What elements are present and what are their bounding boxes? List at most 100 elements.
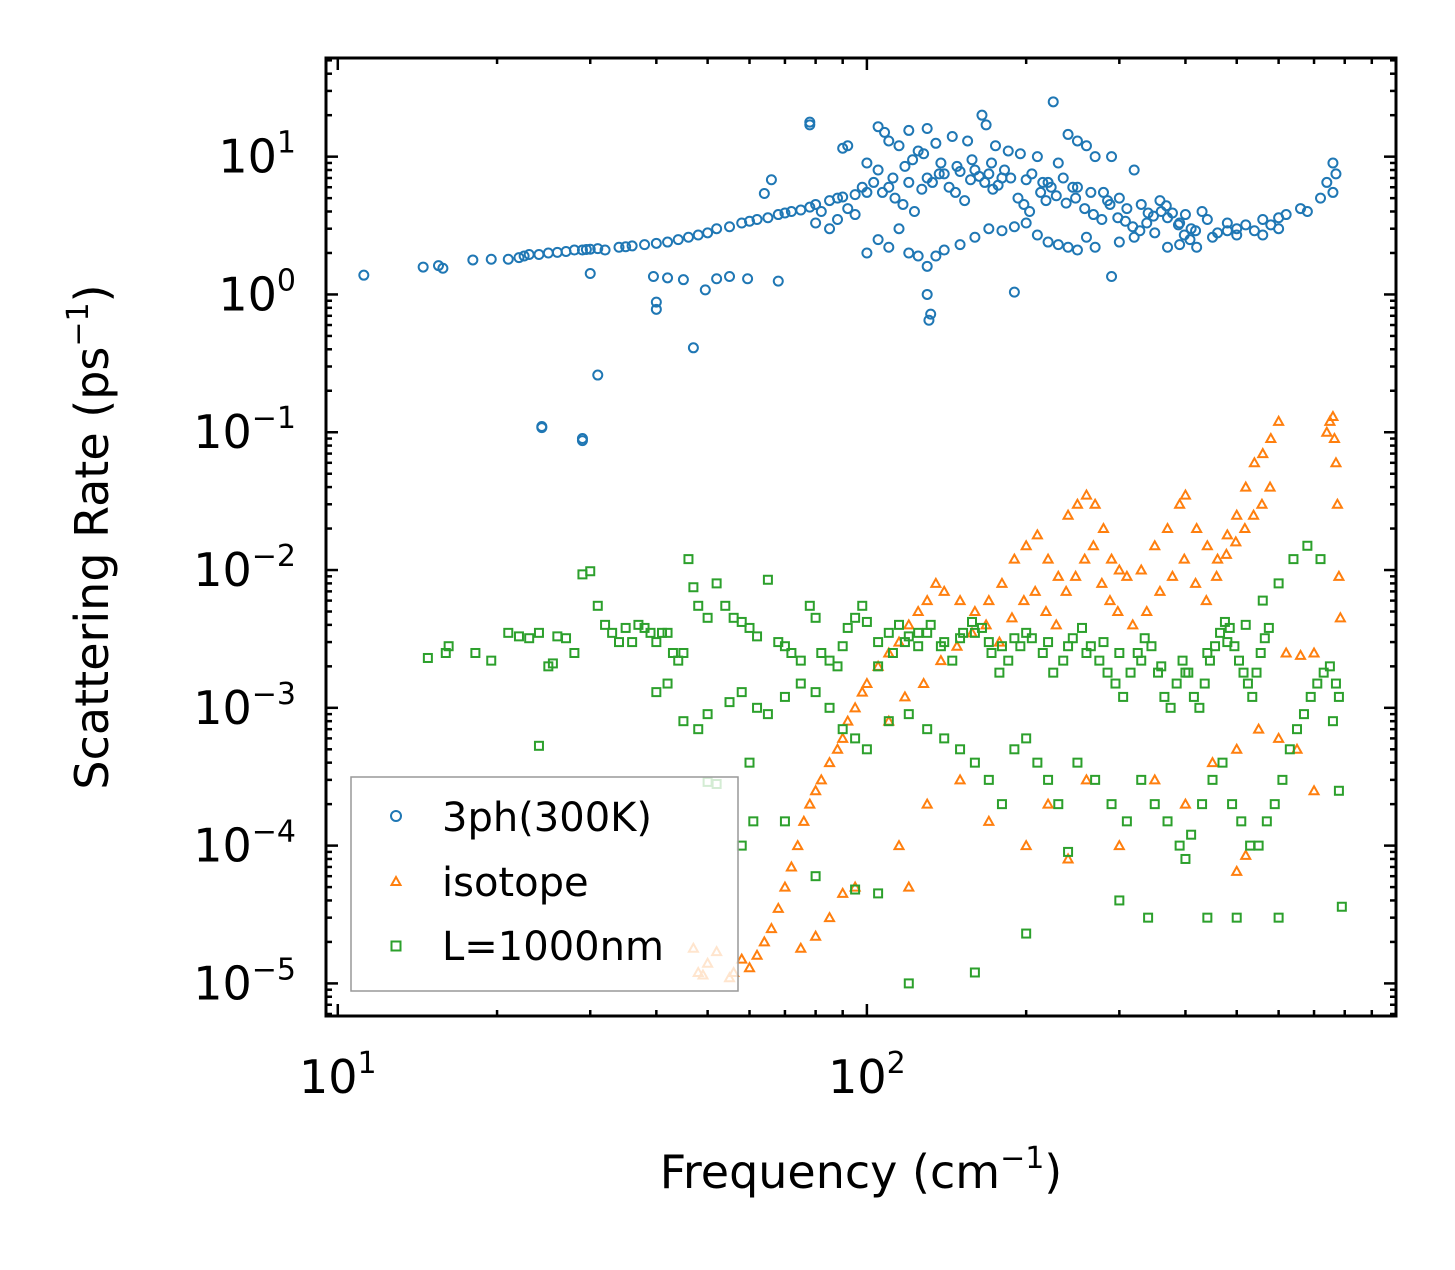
data-point-circle bbox=[916, 183, 928, 195]
data-point-triangle bbox=[934, 654, 948, 666]
data-point-circle bbox=[1330, 168, 1342, 180]
data-point-circle bbox=[1050, 190, 1062, 202]
data-point-triangle bbox=[848, 701, 862, 713]
data-point-circle bbox=[804, 201, 816, 213]
data-point-square bbox=[861, 616, 872, 627]
data-point-circle bbox=[1067, 181, 1079, 193]
data-point-circle bbox=[979, 176, 991, 188]
data-point-square bbox=[1245, 840, 1256, 851]
data-point-triangle bbox=[1328, 432, 1341, 444]
data-point-triangle bbox=[995, 576, 1009, 588]
data-point-square bbox=[1177, 655, 1188, 666]
data-point-square bbox=[1194, 702, 1205, 713]
data-point-square bbox=[1121, 816, 1132, 827]
data-point-circle bbox=[742, 273, 754, 285]
data-point-square bbox=[683, 554, 694, 565]
data-point-square bbox=[513, 631, 524, 642]
data-point-triangle bbox=[1135, 563, 1148, 575]
data-point-circle bbox=[983, 223, 995, 235]
data-point-square bbox=[810, 871, 821, 882]
data-point-square bbox=[1227, 799, 1238, 810]
data-point-circle bbox=[1020, 174, 1032, 186]
data-point-circle bbox=[1008, 221, 1020, 233]
data-point-triangle bbox=[950, 639, 964, 651]
data-point-triangle bbox=[1120, 569, 1134, 581]
data-point-triangle bbox=[1320, 425, 1334, 437]
data-point-square bbox=[1240, 619, 1251, 630]
data-point-square bbox=[996, 641, 1007, 652]
data-point-circle bbox=[996, 225, 1008, 237]
data-point-square bbox=[1253, 840, 1264, 851]
data-point-square bbox=[837, 641, 848, 652]
data-point-triangle bbox=[1272, 414, 1285, 426]
data-point-square bbox=[600, 619, 611, 630]
data-point-circle bbox=[467, 254, 479, 266]
data-point-square bbox=[1085, 641, 1096, 652]
data-point-triangle bbox=[1229, 535, 1243, 547]
data-point-circle bbox=[804, 116, 816, 128]
data-point-circle bbox=[921, 123, 933, 135]
data-point-square bbox=[837, 724, 848, 735]
data-point-circle bbox=[1060, 197, 1072, 209]
data-point-circle bbox=[1121, 203, 1133, 215]
data-point-circle bbox=[903, 124, 915, 136]
data-point-circle bbox=[1315, 192, 1327, 204]
data-point-triangle bbox=[856, 685, 869, 697]
data-point-square bbox=[1149, 799, 1160, 810]
data-point-circle bbox=[966, 154, 978, 166]
data-point-triangle bbox=[1166, 569, 1179, 581]
data-point-square bbox=[744, 622, 755, 633]
data-point-square bbox=[1229, 641, 1240, 652]
series-triangle bbox=[687, 409, 1347, 983]
data-point-square bbox=[1302, 540, 1313, 551]
data-point-triangle bbox=[1248, 456, 1261, 468]
data-point-square bbox=[1273, 578, 1284, 589]
data-point-square bbox=[1288, 554, 1299, 565]
data-point-triangle bbox=[1189, 576, 1202, 588]
data-point-square bbox=[1132, 647, 1143, 658]
data-point-circle bbox=[912, 145, 924, 157]
data-point-square bbox=[1053, 799, 1064, 810]
data-point-circle bbox=[711, 273, 723, 285]
data-point-circle bbox=[758, 188, 770, 200]
data-point-square bbox=[533, 627, 544, 638]
data-point-circle bbox=[702, 227, 714, 239]
data-point-square bbox=[1180, 853, 1191, 864]
data-point-square bbox=[552, 631, 563, 642]
axis-ticks-layer bbox=[326, 58, 1398, 1016]
data-point-triangle bbox=[823, 756, 836, 768]
data-point-triangle bbox=[836, 731, 849, 743]
data-point-triangle bbox=[953, 594, 967, 606]
data-point-circle bbox=[899, 160, 911, 172]
data-point-triangle bbox=[797, 814, 811, 826]
data-point-square bbox=[1063, 846, 1074, 857]
data-point-square bbox=[1174, 840, 1185, 851]
data-point-square bbox=[1026, 633, 1037, 644]
data-point-circle bbox=[1149, 227, 1161, 239]
data-point-square bbox=[1269, 799, 1280, 810]
data-point-circle bbox=[1134, 225, 1146, 237]
data-point-circle bbox=[650, 303, 662, 315]
data-point-circle bbox=[815, 205, 827, 217]
data-point-triangle bbox=[1061, 508, 1075, 520]
data-point-triangle bbox=[1272, 731, 1285, 743]
legend-marker-triangle bbox=[389, 874, 403, 886]
data-point-circle bbox=[1080, 231, 1092, 243]
data-point-circle bbox=[889, 192, 901, 204]
data-point-square bbox=[651, 637, 662, 648]
data-point-circle bbox=[650, 237, 662, 249]
data-point-circle bbox=[842, 203, 854, 215]
data-point-square bbox=[728, 612, 739, 623]
data-point-square bbox=[1257, 595, 1268, 606]
data-point-square bbox=[702, 709, 713, 720]
data-point-triangle bbox=[1153, 584, 1167, 596]
data-point-square bbox=[1333, 785, 1344, 796]
data-point-square bbox=[903, 709, 914, 720]
data-point-square bbox=[903, 978, 914, 989]
data-point-circle bbox=[887, 172, 899, 184]
data-point-square bbox=[899, 637, 910, 648]
legend-box bbox=[350, 776, 739, 992]
data-point-triangle bbox=[917, 677, 930, 689]
data-point-circle bbox=[542, 247, 554, 259]
